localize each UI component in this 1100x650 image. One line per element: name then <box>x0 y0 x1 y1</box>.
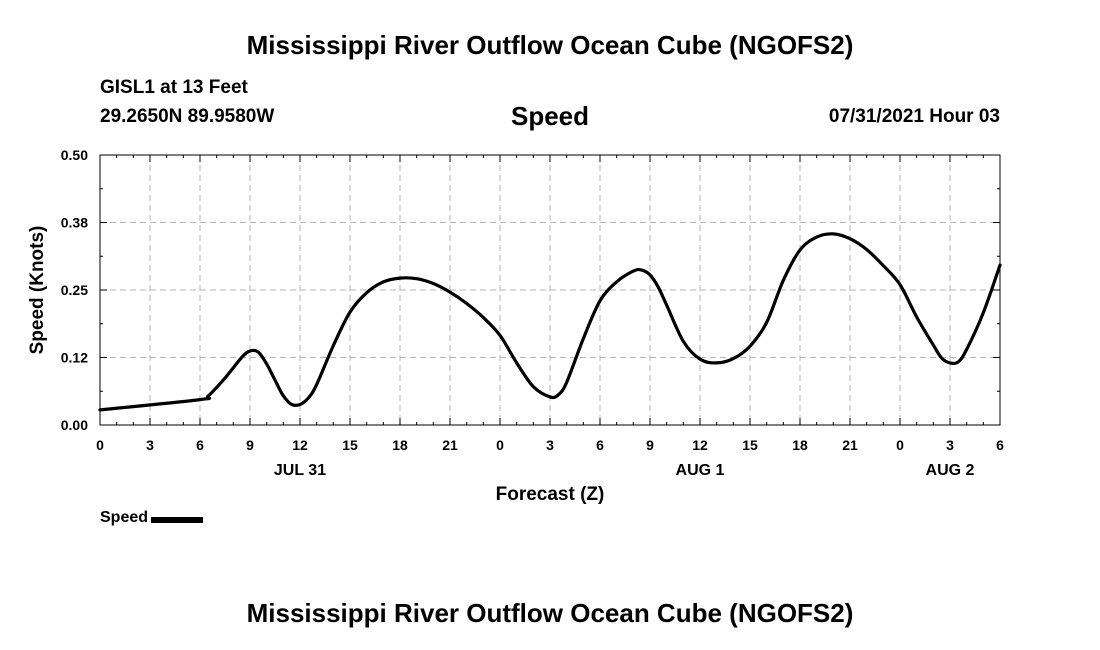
grid-lines <box>100 155 1000 425</box>
chart-subtitle: Speed <box>510 101 590 131</box>
x-tick-label: 3 <box>146 437 154 453</box>
y-tick-label: 0.25 <box>61 282 88 298</box>
speed-series-line <box>98 232 1002 412</box>
tick-labels: 0 3 6 9 12 15 18 21 0 3 6 9 12 15 18 21 0 3 6 0.00 0.12 0.25 0… <box>61 147 1004 479</box>
y-tick-label: 0.00 <box>61 417 88 433</box>
plot-frame <box>99 154 1001 426</box>
x-tick-label: 0 <box>96 437 104 453</box>
x-tick-label: 6 <box>996 437 1004 453</box>
x-tick-label: 3 <box>546 437 554 453</box>
x-tick-label: 0 <box>896 437 904 453</box>
legend: Speed <box>100 509 204 527</box>
y-axis-label: Speed (Knots) <box>27 226 48 355</box>
legend-swatch <box>151 516 204 523</box>
series-layer <box>98 232 1002 412</box>
y-tick-label: 0.38 <box>61 215 88 231</box>
x-tick-label: 0 <box>496 437 504 453</box>
x-tick-label: 9 <box>246 437 254 453</box>
y-tick-label: 0.50 <box>61 147 88 163</box>
main-title: Mississippi River Outflow Ocean Cube (NG… <box>246 30 854 60</box>
x-tick-label: 12 <box>292 437 308 453</box>
x-tick-label: 21 <box>842 437 858 453</box>
x-tick-label: 12 <box>692 437 708 453</box>
coordinates-label: 29.2650N 89.9580W <box>100 106 275 127</box>
footer-title: Mississippi River Outflow Ocean Cube (NG… <box>246 598 854 628</box>
x-tick-label: 15 <box>342 437 358 453</box>
x-tick-label: 6 <box>196 437 204 453</box>
date-label: AUG 2 <box>926 462 975 479</box>
x-tick-label: 9 <box>646 437 654 453</box>
date-label: JUL 31 <box>274 462 326 479</box>
x-tick-label: 18 <box>792 437 808 453</box>
x-tick-label: 6 <box>596 437 604 453</box>
station-label: GISL1 at 13 Feet <box>100 77 248 98</box>
x-tick-label: 21 <box>442 437 458 453</box>
date-label: AUG 1 <box>676 462 725 479</box>
datetime-label: 07/31/2021 Hour 03 <box>828 106 1000 127</box>
x-tick-label: 15 <box>742 437 758 453</box>
legend-label: Speed <box>100 509 149 526</box>
x-tick-label: 18 <box>392 437 408 453</box>
x-tick-label: 3 <box>946 437 954 453</box>
y-tick-label: 0.12 <box>61 350 88 366</box>
x-axis-label: Forecast (Z) <box>496 484 605 505</box>
